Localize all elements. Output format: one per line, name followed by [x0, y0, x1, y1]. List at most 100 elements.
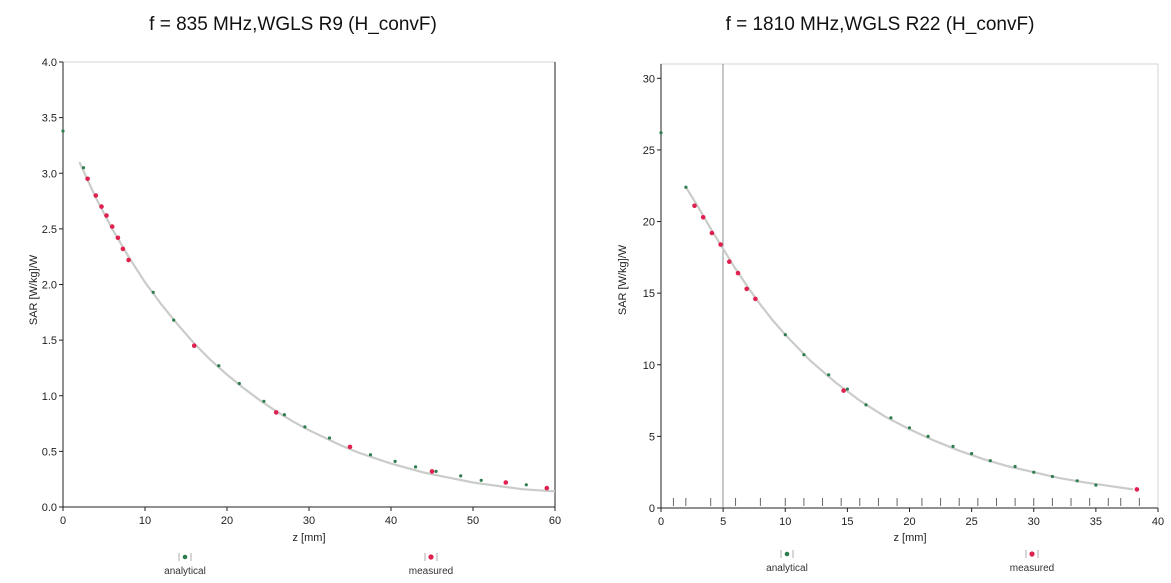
analytical-point — [889, 416, 893, 420]
analytical-point — [802, 353, 806, 357]
analytical-point — [61, 129, 65, 133]
analytical-point — [524, 483, 528, 487]
chart-title: f = 1810 MHz,WGLS R22 (H_convF) — [726, 14, 1035, 35]
analytical-point — [81, 166, 86, 170]
measured-point — [85, 176, 90, 182]
analytical-point — [783, 333, 787, 337]
measured-point — [104, 213, 109, 218]
legend-item-analytical: analytical — [766, 550, 808, 574]
y-tick-label: 3.0 — [42, 168, 57, 180]
analytical-point — [1050, 474, 1054, 479]
x-axis-label: z [mm] — [894, 532, 927, 544]
analytical-point — [970, 452, 974, 456]
x-tick-label: 10 — [139, 515, 151, 527]
analytical-point — [864, 403, 868, 407]
analytical-point — [393, 459, 397, 463]
measured-point — [727, 259, 732, 265]
analytical-point — [368, 453, 373, 457]
analytical-point — [434, 469, 438, 473]
x-tick-label: 25 — [966, 516, 978, 528]
measured-point — [841, 388, 846, 393]
measured-point — [753, 296, 758, 302]
measured-point — [429, 469, 435, 474]
series-measured — [692, 203, 1140, 492]
x-tick-label: 0 — [658, 516, 664, 528]
measured-point — [692, 203, 697, 209]
x-tick-label: 30 — [1028, 516, 1040, 528]
analytical-point — [414, 465, 418, 469]
measured-point — [503, 480, 509, 485]
analytical-point — [1013, 464, 1017, 469]
measured-point — [1134, 487, 1140, 492]
y-tick-label: 4.0 — [42, 57, 57, 69]
analytical-point — [217, 364, 221, 368]
analytical-point — [659, 131, 663, 135]
x-tick-label: 10 — [779, 516, 791, 528]
x-tick-label: 40 — [1152, 516, 1164, 528]
measured-point — [544, 485, 550, 491]
measured-point — [126, 257, 131, 263]
x-tick-label: 30 — [303, 515, 315, 527]
y-tick-label: 5 — [649, 431, 655, 443]
y-axis-label: SAR [W/kg]/W — [617, 244, 629, 315]
analytical-point — [151, 290, 155, 294]
legend-item-measured: measured — [1010, 550, 1054, 574]
legend-item-analytical: analytical — [164, 553, 206, 577]
x-tick-label: 15 — [841, 516, 853, 528]
chart-title: f = 835 MHz,WGLS R9 (H_convF) — [149, 14, 437, 35]
y-tick-label: 0.0 — [42, 502, 57, 514]
measured-point — [93, 193, 99, 198]
measured-point — [735, 270, 741, 276]
x-tick-label: 50 — [467, 515, 479, 527]
legend-marker-analytical — [784, 551, 790, 557]
legend-marker-analytical — [182, 554, 188, 560]
x-tick-label: 20 — [221, 515, 233, 527]
y-tick-label: 0.5 — [42, 446, 57, 458]
analytical-point — [827, 373, 831, 377]
analytical-point — [926, 434, 930, 438]
measured-point — [718, 242, 723, 247]
measured-point — [109, 224, 115, 229]
analytical-point — [907, 426, 912, 430]
x-tick-label: 35 — [1090, 516, 1102, 528]
y-tick-label: 25 — [643, 145, 655, 157]
measured-point — [347, 444, 353, 450]
x-tick-label: 60 — [549, 515, 561, 527]
x-axis-label: z [mm] — [293, 532, 326, 544]
analytical-point — [459, 474, 463, 478]
analytical-point — [282, 413, 286, 417]
analytical-point — [845, 387, 850, 391]
analytical-point — [237, 381, 241, 386]
y-ticks: 0.0 0.5 1.0 1.5 2.0 2.5 3.0 3.5 4.0 — [42, 57, 63, 514]
chart-1810mhz: f = 1810 MHz,WGLS R22 (H_convF) SAR [W/k… — [617, 14, 1164, 574]
analytical-point — [479, 478, 483, 482]
y-tick-label: 10 — [643, 360, 655, 372]
y-tick-label: 0 — [649, 503, 655, 515]
y-tick-label: 15 — [643, 288, 655, 300]
measured-point — [744, 286, 749, 292]
analytical-point — [172, 318, 176, 322]
analytical-point — [684, 185, 688, 189]
analytical-curve-line — [78, 161, 556, 493]
x-tick-label: 0 — [60, 515, 66, 527]
y-tick-label: 2.0 — [42, 280, 57, 292]
legend-label-measured: measured — [1010, 563, 1054, 574]
x-tick-label: 5 — [720, 516, 726, 528]
y-ticks: 0 5 10 15 20 25 30 — [643, 73, 661, 515]
y-tick-label: 1.0 — [42, 391, 57, 403]
analytical-curve — [78, 161, 556, 493]
series-measured — [85, 176, 550, 491]
measured-point — [700, 215, 706, 220]
legend-label-analytical: analytical — [164, 566, 206, 577]
y-tick-label: 30 — [643, 73, 655, 85]
legend-label-measured: measured — [409, 566, 453, 577]
analytical-point — [951, 444, 955, 448]
y-tick-label: 2.5 — [42, 224, 57, 236]
measured-point — [191, 343, 197, 349]
legend-marker-measured — [1029, 551, 1035, 557]
rug-ticks — [672, 498, 1140, 506]
measured-point — [273, 410, 279, 415]
analytical-point — [327, 436, 332, 440]
y-tick-label: 3.5 — [42, 113, 57, 125]
